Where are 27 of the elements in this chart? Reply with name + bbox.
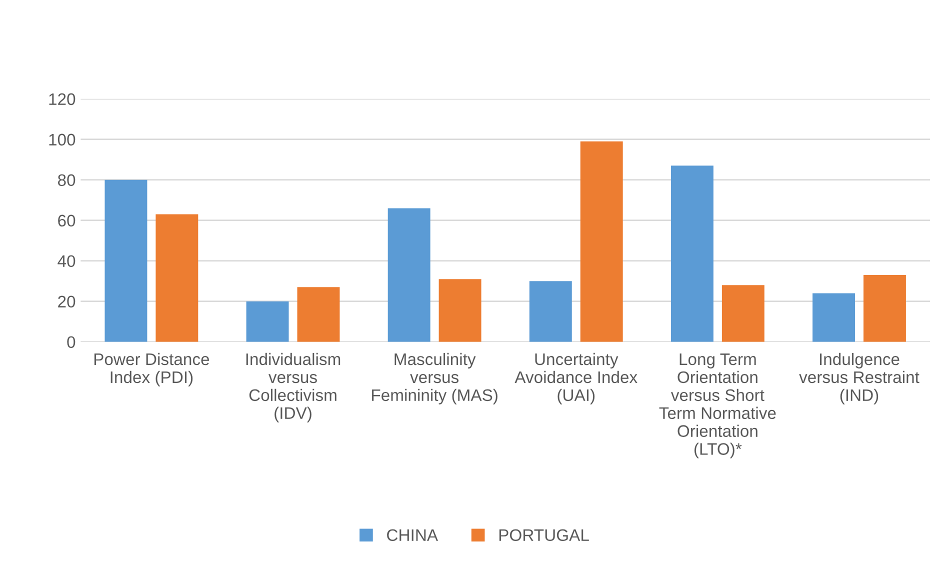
x-tick-label: Uncertainty Avoidance Index (UAI) xyxy=(514,352,638,404)
bar xyxy=(438,279,482,342)
x-tick-label: Long Term Orientation versus Short Term Normative Orientation (LTO)* xyxy=(659,354,776,458)
bar xyxy=(722,285,764,342)
y-tick-label: 100 xyxy=(49,134,76,146)
bar xyxy=(529,281,572,342)
bar xyxy=(388,208,430,342)
bar xyxy=(812,293,855,342)
bar xyxy=(156,214,198,342)
y-tick-label: 80 xyxy=(58,174,76,186)
x-tick-label: Masculinity versus Femininity (MAS) xyxy=(372,352,498,404)
y-tick-label: 20 xyxy=(58,296,76,308)
legend-label: PORTUGAL xyxy=(499,529,589,542)
y-tick-label: 60 xyxy=(58,214,76,227)
bar xyxy=(104,180,148,342)
bar xyxy=(297,287,340,342)
x-tick-label: Power Distance Index (PDI) xyxy=(94,352,210,386)
x-tick-label: Indulgence versus Restraint (IND) xyxy=(799,352,920,404)
legend-label: CHINA xyxy=(387,529,438,542)
bar xyxy=(670,166,714,342)
bar xyxy=(863,275,906,342)
x-tick-label: Individualism versus Collectivism (IDV) xyxy=(246,352,340,422)
y-tick-label: 0 xyxy=(67,336,76,348)
bar xyxy=(580,141,623,342)
bar xyxy=(246,301,289,342)
y-tick-label: 120 xyxy=(49,93,76,106)
y-tick-label: 40 xyxy=(58,255,76,268)
